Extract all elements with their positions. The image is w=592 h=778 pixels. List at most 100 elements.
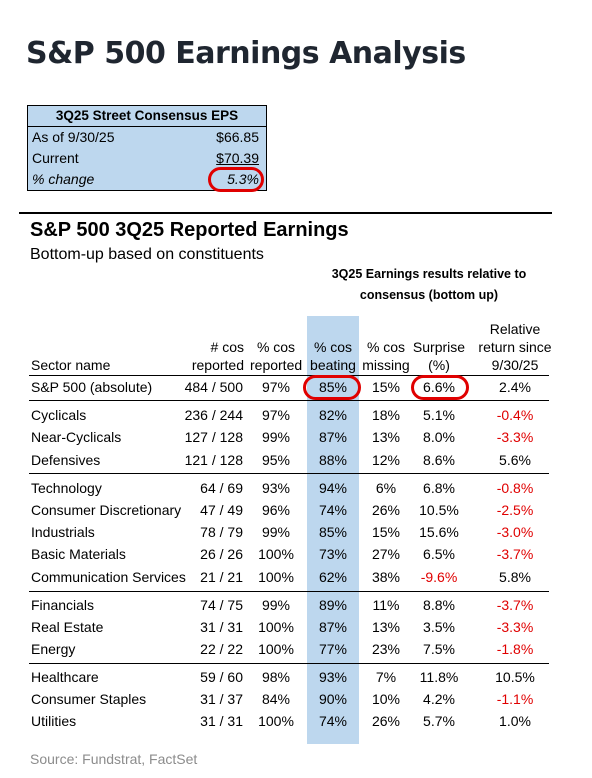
cell-pct-reported: 99% <box>261 524 291 540</box>
group-divider <box>29 400 549 401</box>
cell-sector-name: Financials <box>31 597 95 613</box>
group-divider <box>29 663 549 664</box>
cell-sector-name: Technology <box>31 480 102 496</box>
results-group-header: 3Q25 Earnings results relative to consen… <box>331 267 527 302</box>
cell-reported-count: 236 / 244 <box>184 407 243 423</box>
cell-surprise: 8.6% <box>423 452 455 468</box>
surprise-highlight-circle <box>411 375 469 400</box>
cell-reported-count: 127 / 128 <box>184 429 243 445</box>
col-header-pct-missing: % cos missing <box>362 339 410 373</box>
cell-relative-return: -3.7% <box>496 546 534 562</box>
cell-surprise: 10.5% <box>419 502 459 518</box>
cell-pct-missing: 6% <box>375 480 397 496</box>
cell-reported-count: 64 / 69 <box>200 480 243 496</box>
cell-surprise: 3.5% <box>423 619 455 635</box>
cell-relative-return: -0.4% <box>496 407 534 423</box>
cell-relative-return: -3.7% <box>496 597 534 613</box>
cell-pct-beating: 88% <box>318 452 348 468</box>
section-subtitle: Bottom-up based on constituents <box>30 246 264 263</box>
cell-sector-name: Energy <box>31 641 76 657</box>
cell-pct-reported: 99% <box>261 597 291 613</box>
col-header-surprise: Surprise (%) <box>412 339 466 373</box>
consensus-eps-box: 3Q25 Street Consensus EPS As of 9/30/25 … <box>27 105 267 191</box>
cell-reported-count: 31 / 37 <box>200 691 243 707</box>
cell-surprise: 8.8% <box>423 597 455 613</box>
cell-sector-name: Utilities <box>31 713 77 729</box>
table-row: Real Estate 31 / 31 100% 87% 13% 3.5% -3.3% <box>0 616 592 638</box>
cell-pct-beating: 85% <box>318 379 348 395</box>
eps-row-label: Current <box>32 150 79 166</box>
cell-pct-reported: 100% <box>258 619 294 635</box>
col-header-sector: Sector name <box>31 357 111 373</box>
cell-pct-reported: 96% <box>261 502 291 518</box>
cell-surprise: 6.6% <box>423 379 455 395</box>
table-row: Technology 64 / 69 93% 94% 6% 6.8% -0.8% <box>0 477 592 499</box>
cell-relative-return: -1.1% <box>496 691 534 707</box>
cell-sector-name: Healthcare <box>31 669 99 685</box>
cell-pct-missing: 27% <box>371 546 401 562</box>
cell-relative-return: -3.3% <box>496 429 534 445</box>
cell-reported-count: 22 / 22 <box>200 641 243 657</box>
cell-pct-reported: 100% <box>258 569 294 585</box>
cell-reported-count: 121 / 128 <box>184 452 243 468</box>
cell-pct-missing: 18% <box>371 407 401 423</box>
cell-surprise: 7.5% <box>423 641 455 657</box>
cell-relative-return: 5.6% <box>499 452 531 468</box>
pct-change-highlight-circle <box>208 167 264 192</box>
cell-reported-count: 47 / 49 <box>200 502 243 518</box>
eps-row-value: $66.85 <box>216 129 259 145</box>
cell-pct-beating: 82% <box>318 407 348 423</box>
table-row: Consumer Discretionary 47 / 49 96% 74% 26% 10… <box>0 499 592 521</box>
table-row: Utilities 31 / 31 100% 74% 26% 5.7% 1.0% <box>0 710 592 732</box>
cell-sector-name: Consumer Staples <box>31 691 147 707</box>
table-row: Energy 22 / 22 100% 77% 23% 7.5% -1.8% <box>0 638 592 660</box>
table-row: Healthcare 59 / 60 98% 93% 7% 11.8% 10.5% <box>0 666 592 688</box>
cell-pct-reported: 95% <box>261 452 291 468</box>
page-title: S&P 500 Earnings Analysis <box>26 36 466 71</box>
cell-sector-name: Industrials <box>31 524 95 540</box>
cell-sector-name: Basic Materials <box>31 546 126 562</box>
cell-sector-name: Real Estate <box>31 619 104 635</box>
cell-reported-count: 59 / 60 <box>200 669 243 685</box>
cell-sector-name: S&P 500 (absolute) <box>31 379 153 395</box>
cell-surprise: 8.0% <box>423 429 455 445</box>
cell-pct-reported: 100% <box>258 641 294 657</box>
cell-surprise: 5.1% <box>423 407 455 423</box>
cell-pct-beating: 87% <box>318 429 348 445</box>
cell-surprise: 6.5% <box>423 546 455 562</box>
cell-pct-missing: 13% <box>371 619 401 635</box>
eps-row-current: Current $70.39 <box>28 148 266 169</box>
cell-pct-beating: 90% <box>318 691 348 707</box>
eps-row-label: % change <box>32 171 95 187</box>
cell-reported-count: 484 / 500 <box>184 379 243 395</box>
table-row: Defensives 121 / 128 95% 88% 12% 8.6% 5.6% <box>0 449 592 471</box>
cell-pct-reported: 97% <box>261 407 291 423</box>
cell-relative-return: 5.8% <box>499 569 531 585</box>
cell-pct-beating: 87% <box>318 619 348 635</box>
table-row: Communication Services 21 / 21 100% 62% 38% -… <box>0 566 592 588</box>
cell-pct-reported: 98% <box>261 669 291 685</box>
cell-relative-return: 10.5% <box>495 669 535 685</box>
cell-relative-return: -3.0% <box>496 524 534 540</box>
table-header-rule <box>29 375 549 376</box>
source-note: Source: Fundstrat, FactSet <box>30 751 198 767</box>
cell-pct-reported: 93% <box>261 480 291 496</box>
col-header-reported: # cos reported <box>191 339 244 373</box>
cell-surprise: 4.2% <box>423 691 455 707</box>
cell-pct-beating: 89% <box>318 597 348 613</box>
beating-highlight-circle <box>303 375 361 400</box>
cell-surprise: -9.6% <box>420 569 458 585</box>
cell-pct-beating: 74% <box>318 713 348 729</box>
col-header-relative-return: Relative return since 9/30/25 <box>478 321 552 373</box>
cell-pct-beating: 85% <box>318 524 348 540</box>
col-header-pct-beating: % cos beating <box>310 339 356 373</box>
cell-surprise: 15.6% <box>419 524 459 540</box>
cell-relative-return: -2.5% <box>496 502 534 518</box>
cell-pct-missing: 11% <box>372 597 400 613</box>
cell-relative-return: -1.8% <box>496 641 534 657</box>
cell-pct-beating: 74% <box>318 502 348 518</box>
cell-relative-return: 2.4% <box>499 379 531 395</box>
cell-pct-missing: 10% <box>371 691 401 707</box>
eps-row-value: $70.39 <box>216 150 259 166</box>
cell-surprise: 11.8% <box>419 669 459 685</box>
